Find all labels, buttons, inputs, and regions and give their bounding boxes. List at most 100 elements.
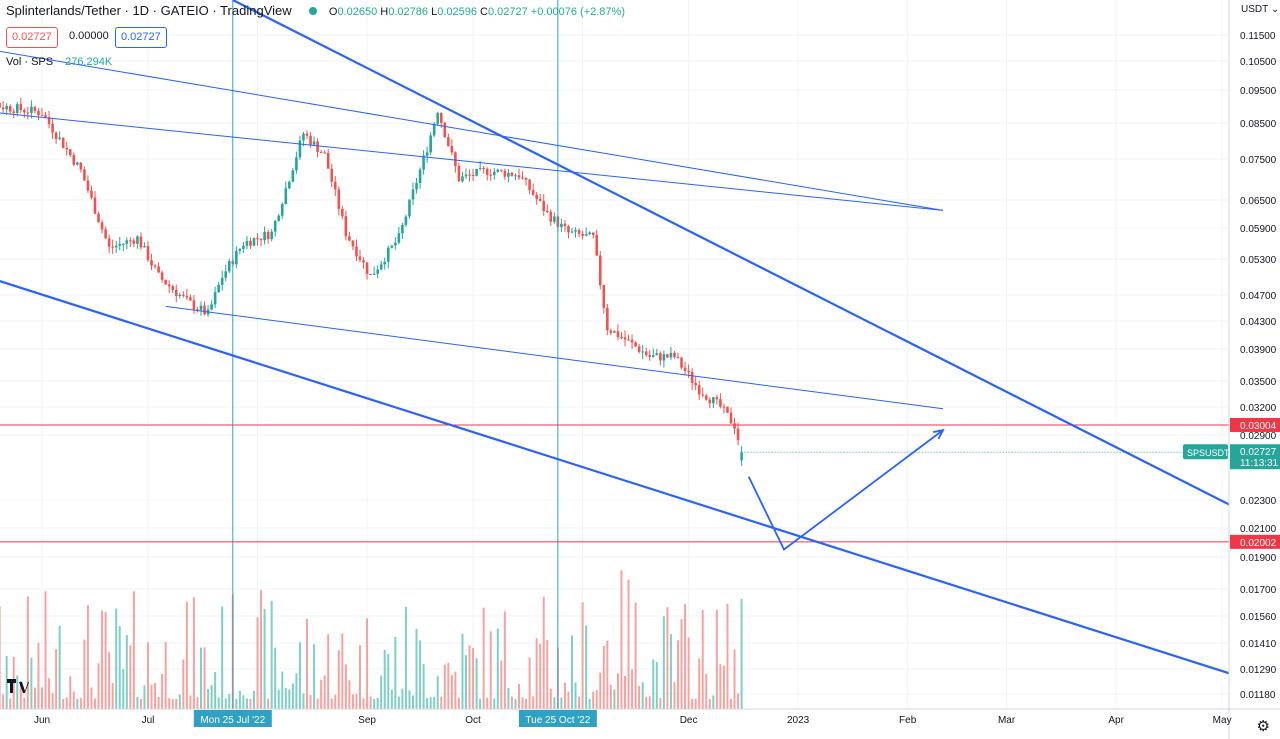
candle-body	[722, 406, 726, 408]
candle-body	[136, 236, 139, 244]
candle-body	[160, 272, 164, 280]
candle-body	[33, 106, 37, 112]
candle-body	[143, 245, 146, 248]
candle-body	[454, 152, 457, 166]
candle-body	[683, 367, 687, 372]
candle-body	[538, 198, 542, 201]
gear-icon[interactable]: ⚙	[1256, 718, 1270, 735]
candle-body	[266, 231, 270, 240]
volume-bar	[238, 690, 241, 709]
candle-body	[432, 123, 436, 136]
volume-bar	[62, 698, 65, 709]
candle-body	[376, 269, 379, 274]
x-tick-label: May	[1213, 715, 1232, 726]
candle-body	[312, 141, 316, 145]
volume-bar	[281, 671, 284, 709]
volume-bar	[171, 698, 174, 709]
volume-bar	[532, 696, 535, 709]
volume-bar	[111, 683, 114, 709]
x-tick-label: Feb	[899, 715, 917, 726]
volume-bar	[680, 619, 683, 709]
candle-body	[443, 122, 447, 138]
volume-bar	[256, 617, 259, 709]
symbol-tag-bg	[1183, 444, 1228, 460]
candle-body	[153, 265, 157, 267]
volume-bar	[408, 690, 411, 709]
volume-bar	[560, 697, 563, 709]
volume-bar	[65, 697, 68, 709]
symbol-title[interactable]: Splinterlands/Tether · 1D · GATEIO · Tra…	[6, 3, 292, 18]
candle-body	[362, 260, 365, 263]
tradingview-logo-icon[interactable]	[7, 679, 33, 695]
volume-bar	[503, 611, 506, 709]
level-price-label: 0.03004	[1240, 421, 1277, 432]
candle-body	[337, 189, 341, 209]
bid-price-box[interactable]: 0.02727	[6, 27, 58, 48]
candle-body	[65, 147, 69, 150]
volume-bar	[122, 668, 125, 709]
volume-bar	[542, 596, 545, 709]
volume-bar	[316, 698, 319, 709]
candle-body	[213, 292, 217, 305]
symbol-legend: Splinterlands/Tether · 1D · GATEIO · Tra…	[6, 3, 625, 18]
volume-bar	[645, 696, 648, 709]
volume-bar	[673, 682, 676, 709]
volume-bar	[397, 696, 400, 709]
volume-bar	[401, 688, 404, 709]
candle-body	[567, 226, 570, 233]
volume-bar	[539, 643, 542, 709]
candle-body	[521, 177, 524, 179]
y-tick-label: 0.04700	[1240, 291, 1277, 302]
y-tick-label: 0.10500	[1240, 57, 1277, 68]
volume-bar	[337, 650, 340, 709]
candle-body	[242, 245, 245, 249]
volume-bar	[616, 673, 619, 709]
candle-body	[189, 297, 192, 301]
candle-body	[30, 106, 33, 113]
volume-bar	[535, 638, 538, 709]
volume-bar	[291, 683, 294, 709]
candle-body	[468, 174, 471, 176]
volume-bar	[627, 579, 630, 709]
candle-body	[5, 106, 8, 110]
ask-price-box[interactable]: 0.02727	[115, 27, 167, 48]
candle-body	[107, 238, 111, 247]
candle-body	[182, 294, 185, 296]
candle-body	[425, 152, 429, 156]
candle-body	[507, 172, 510, 177]
candle-body	[291, 170, 295, 182]
volume-bar	[726, 603, 729, 709]
candle-body	[595, 235, 599, 256]
crosshair-date-label: Tue 25 Oct '22	[525, 715, 590, 726]
volume-bar	[465, 655, 467, 709]
candle-body	[598, 255, 602, 286]
volume-bar	[510, 696, 513, 709]
candle-body	[620, 337, 623, 339]
candle-body	[574, 230, 577, 232]
volume-bar	[394, 636, 397, 709]
volume-bar	[521, 697, 524, 709]
volume-bar	[419, 640, 422, 709]
y-tick-label: 0.08500	[1240, 119, 1277, 130]
volume-bar	[26, 596, 29, 709]
volume-bar	[97, 663, 100, 709]
candle-body	[447, 137, 450, 147]
volume-bar	[327, 634, 330, 709]
volume-bar	[599, 672, 602, 709]
candle-body	[1, 107, 5, 110]
candle-body	[118, 243, 122, 246]
candle-body	[503, 170, 507, 177]
y-tick-label: 0.09500	[1240, 86, 1277, 97]
candle-body	[514, 175, 517, 177]
volume-bar	[733, 649, 736, 709]
volume-bar	[5, 655, 8, 709]
volume-bar	[242, 695, 245, 709]
candle-body	[316, 141, 319, 152]
y-tick-label: 0.01900	[1240, 553, 1277, 564]
volume-bar	[546, 639, 549, 709]
candle-body	[418, 169, 422, 184]
volume-bar	[514, 698, 517, 709]
countdown-label: 11:13:31	[1240, 458, 1279, 469]
candle-body	[401, 224, 404, 234]
